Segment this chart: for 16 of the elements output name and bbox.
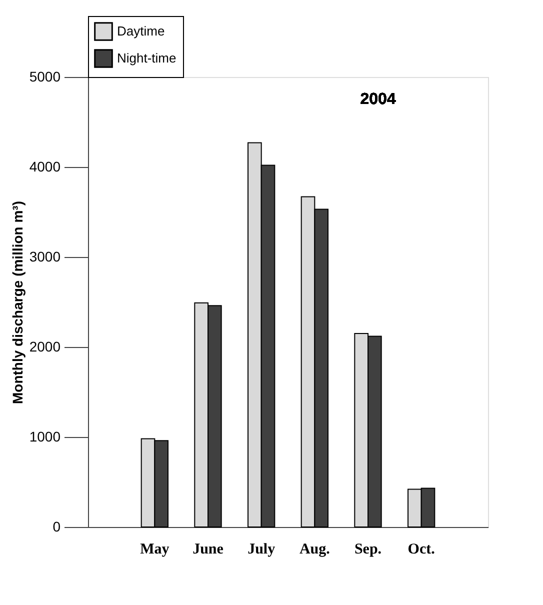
y-tick-label: 5000	[29, 68, 61, 84]
y-axis-title: Monthly discharge (million m³)	[9, 200, 26, 404]
x-tick-label: Sep.	[354, 542, 382, 558]
x-tick-label: May	[140, 542, 170, 558]
x-tick-label: Oct.	[408, 542, 436, 558]
y-tick-label: 0	[52, 518, 61, 534]
x-tick-label: July	[248, 542, 276, 558]
legend-label: Daytime	[117, 24, 165, 38]
x-tick-label: June	[192, 542, 224, 558]
y-tick-label: 4000	[29, 158, 61, 174]
x-tick-label: Aug.	[299, 542, 330, 558]
y-tick-label: 2000	[29, 338, 61, 354]
y-tick-label: 3000	[29, 248, 61, 264]
y-tick-label: 1000	[29, 428, 61, 444]
text: 2004	[360, 91, 396, 108]
legend-label: Night-time	[117, 50, 176, 66]
